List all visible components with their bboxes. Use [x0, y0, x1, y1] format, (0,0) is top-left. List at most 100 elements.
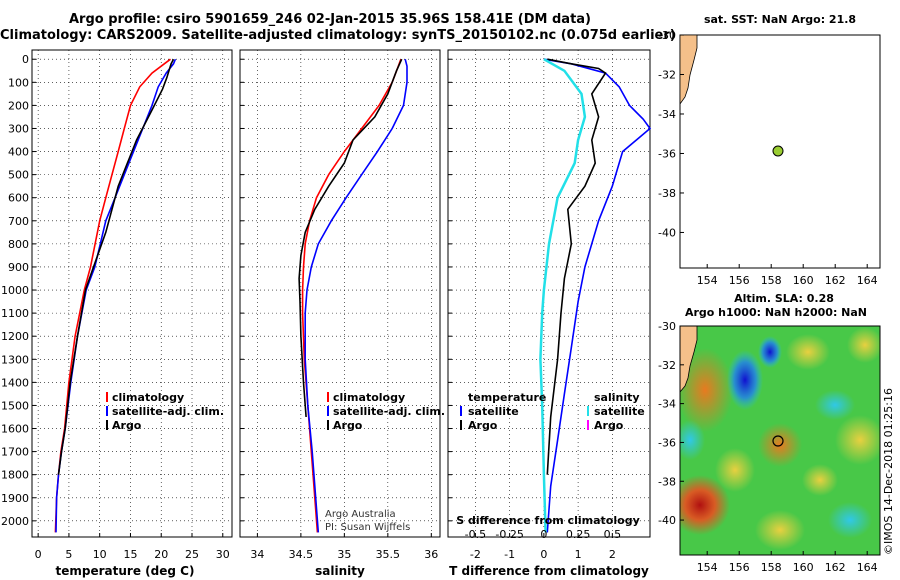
legend-label-t-satellite: satellite	[468, 405, 519, 418]
map-lat-label: -40	[658, 226, 676, 239]
map-lon-label: 162	[825, 561, 846, 574]
salinity-xlabel: salinity	[315, 564, 365, 578]
legend-swatch-s-satellite	[587, 406, 589, 416]
legend-title-temperature: temperature	[468, 391, 546, 404]
x-tick-label: 30	[216, 548, 230, 561]
panel-frame	[31, 49, 233, 538]
panel-temperature: 0100200300400500600700800900100011001200…	[1, 49, 233, 578]
credit-line2: PI: Susan Wijffels	[325, 522, 410, 533]
map-sst: sat. SST: NaN Argo: 21.8 -30 -32 -34 -36 -38…	[658, 13, 881, 287]
map-lat-label: -32	[658, 359, 676, 372]
map-lat-label: -32	[658, 68, 676, 81]
y-tick-label: 600	[8, 192, 29, 205]
map-lon-label: 158	[761, 274, 782, 287]
x-tick-label: 5	[65, 548, 72, 561]
legend-label-climatology: climatology	[333, 391, 405, 404]
legend-label-s-satellite: satellite	[594, 405, 645, 418]
map-lon-label: 154	[697, 561, 718, 574]
y-tick-label: 1400	[1, 376, 29, 389]
map-sla-title1: Altim. SLA: 0.28	[734, 292, 834, 305]
legend-swatch-argo	[106, 420, 108, 430]
series-climatology	[54, 58, 171, 533]
y-tick-label: 1800	[1, 469, 29, 482]
x-tick-label: 35	[337, 548, 351, 561]
x-tick-label: 15	[123, 548, 137, 561]
y-tick-label: 1000	[1, 284, 29, 297]
y-tick-label: 700	[8, 215, 29, 228]
sla-field	[680, 326, 880, 555]
legend-title-salinity: salinity	[594, 391, 640, 404]
argo-position-marker	[772, 435, 784, 447]
y-tick-label: 1600	[1, 423, 29, 436]
y-tick-label: 0	[22, 53, 29, 66]
credit-line1: Argo Australia	[325, 509, 396, 520]
t-diff-xlabel: T difference from climatology	[449, 564, 649, 578]
legend-label-argo: Argo	[333, 419, 363, 432]
series-argo	[298, 58, 403, 418]
y-tick-label: 1200	[1, 330, 29, 343]
map-lon-label: 154	[697, 274, 718, 287]
x-tick-label: 25	[185, 548, 199, 561]
map-lon-label: 164	[857, 274, 878, 287]
series-salinity-satellite	[539, 58, 587, 533]
legend-label-satellite: satellite-adj. clim.	[333, 405, 445, 418]
legend-swatch-satellite	[327, 406, 329, 416]
map-lat-label: -38	[658, 475, 676, 488]
y-tick-label: 1500	[1, 399, 29, 412]
legend-swatch-climatology	[106, 392, 108, 402]
timestamp-watermark: ©IMOS 14-Dec-2018 01:25:16	[882, 388, 895, 555]
x-tick-label: 0	[35, 548, 42, 561]
y-tick-label: 300	[8, 122, 29, 135]
y-tick-label: 400	[8, 146, 29, 159]
x-tick-label: 34	[250, 548, 264, 561]
map-lon-label: 160	[793, 274, 814, 287]
s-diff-tick-label: 0	[540, 528, 547, 541]
figure-title-line2: Climatology: CARS2009. Satellite-adjuste…	[0, 28, 676, 43]
y-tick-label: 2000	[1, 515, 29, 528]
s-diff-tick-label: -0.5	[465, 528, 486, 541]
x-tick-label: 0	[540, 548, 547, 561]
series-temperature-argo	[546, 58, 607, 475]
temperature-xlabel: temperature (deg C)	[56, 564, 195, 578]
map-lat-label: -40	[658, 514, 676, 527]
map-lat-label: -38	[658, 187, 676, 200]
legend-swatch-t-argo	[460, 420, 462, 430]
y-tick-label: 1100	[1, 307, 29, 320]
x-tick-label: 34.5	[289, 548, 314, 561]
legend-swatch-climatology	[327, 392, 329, 402]
x-tick-label: -1	[504, 548, 515, 561]
s-diff-xlabel: S difference from climatology	[456, 514, 640, 527]
map-lon-label: 164	[857, 561, 878, 574]
legend-swatch-s-argo	[587, 420, 589, 430]
map-sst-title: sat. SST: NaN Argo: 21.8	[704, 13, 856, 26]
argo-position-marker	[772, 145, 784, 157]
map-lon-label: 156	[729, 274, 750, 287]
panel-difference: -2 -1 0 1 2 T difference from climatology S …	[447, 49, 652, 578]
legend-difference: temperature satellite Argo salinity sate…	[460, 391, 645, 432]
x-tick-label: 10	[93, 548, 107, 561]
series-argo	[57, 58, 175, 475]
y-tick-label: 100	[8, 76, 29, 89]
s-diff-tick-label: 0.25	[566, 528, 591, 541]
y-tick-label: 1900	[1, 492, 29, 505]
legend-swatch-t-satellite	[460, 406, 462, 416]
figure-title-line1: Argo profile: csiro 5901659_246 02-Jan-2…	[69, 12, 591, 27]
y-tick-label: 800	[8, 238, 29, 251]
legend-swatch-satellite	[106, 406, 108, 416]
map-lon-label: 160	[793, 561, 814, 574]
x-tick-label: 35.5	[376, 548, 401, 561]
y-tick-label: 900	[8, 261, 29, 274]
y-tick-label: 1300	[1, 353, 29, 366]
legend-label-argo: Argo	[112, 419, 142, 432]
legend-label-satellite: satellite-adj. clim.	[112, 405, 224, 418]
series-climatology	[301, 58, 402, 533]
x-tick-label: 1	[575, 548, 582, 561]
map-lat-label: -30	[658, 29, 676, 42]
map-lat-label: -36	[658, 436, 676, 449]
map-lat-label: -34	[658, 108, 676, 121]
map-lat-label: -34	[658, 398, 676, 411]
s-diff-tick-label: -0.25	[495, 528, 523, 541]
legend-temperature: climatology satellite-adj. clim. Argo	[106, 391, 224, 432]
series-satellite-adj-clim	[304, 59, 408, 533]
